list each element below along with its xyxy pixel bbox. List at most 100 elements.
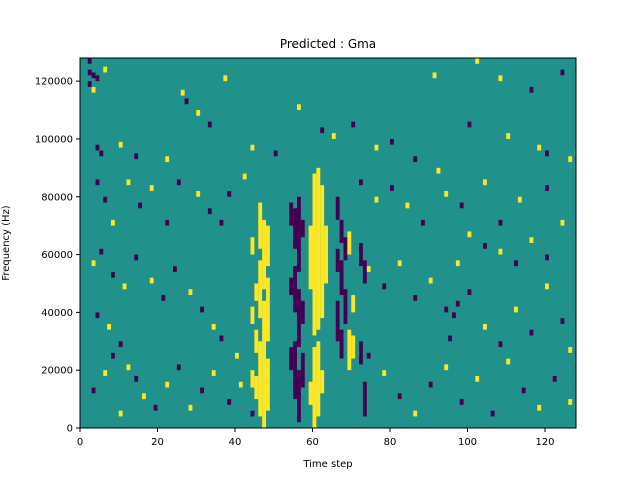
heatmap-cell: [521, 387, 526, 394]
heatmap-column-segment: [289, 347, 294, 371]
heatmap-cell: [219, 219, 224, 226]
heatmap-cell: [142, 393, 146, 400]
heatmap-cell: [529, 86, 534, 93]
heatmap-cell: [390, 138, 394, 145]
heatmap-cell: [250, 410, 255, 417]
heatmap-column-segment: [262, 300, 266, 428]
heatmap-cell: [413, 156, 418, 163]
heatmap-cell: [459, 202, 464, 209]
heatmap-cell: [397, 260, 402, 267]
heatmap-cell: [176, 179, 181, 186]
heatmap-cell: [165, 219, 170, 226]
heatmap-cell: [161, 295, 166, 301]
heatmap-column-segment: [335, 300, 340, 342]
heatmap-cell: [99, 248, 104, 255]
heatmap-column-segment: [362, 260, 367, 284]
heatmap-cell: [165, 381, 170, 388]
x-tick-label: 60: [306, 437, 319, 448]
heatmap-cell: [366, 352, 371, 359]
heatmap-cell: [95, 312, 100, 319]
heatmap-cell: [537, 404, 542, 411]
heatmap-cell: [118, 410, 123, 417]
heatmap-cell: [111, 271, 115, 278]
heatmap-cell: [126, 179, 131, 186]
heatmap-cell: [331, 133, 336, 139]
heatmap-cell: [413, 410, 418, 417]
heatmap-cell: [514, 260, 518, 267]
heatmap-cell: [560, 318, 565, 324]
heatmap-column-segment: [300, 300, 305, 324]
heatmap-cell: [297, 104, 301, 111]
heatmap-cell: [428, 381, 433, 388]
heatmap-cell: [153, 404, 158, 411]
heatmap-cell: [467, 289, 472, 296]
heatmap-column-segment: [335, 248, 340, 272]
x-tick-label: 20: [151, 437, 164, 448]
heatmap-cell: [452, 312, 456, 319]
heatmap-column-segment: [262, 219, 266, 290]
heatmap-column-segment: [316, 167, 321, 330]
heatmap-cell: [173, 266, 177, 272]
heatmap-column-segment: [297, 370, 301, 423]
heatmap-cell: [545, 254, 549, 261]
heatmap-cell: [138, 202, 142, 209]
heatmap-cell: [545, 185, 549, 191]
heatmap-cell: [126, 364, 131, 371]
heatmap-column-segment: [351, 295, 356, 313]
heatmap-cell: [91, 86, 96, 93]
heatmap-column-segment: [320, 185, 325, 319]
chart-title: Predicted : Gma: [280, 37, 376, 51]
heatmap-cell: [196, 190, 201, 197]
heatmap-cell: [111, 352, 115, 359]
heatmap-cell: [455, 300, 460, 307]
heatmap-cell: [223, 75, 228, 82]
heatmap-cell: [390, 185, 394, 191]
heatmap-cell: [200, 387, 204, 394]
heatmap-cell: [95, 75, 100, 82]
heatmap-cell: [180, 89, 185, 96]
heatmap-cell: [436, 167, 441, 174]
heatmap-column-segment: [250, 370, 255, 388]
heatmap-column-segment: [320, 370, 325, 394]
heatmap-column-segment: [339, 219, 344, 243]
heatmap-cell: [498, 248, 503, 255]
heatmap-cell: [188, 404, 193, 411]
heatmap-cell: [219, 335, 224, 342]
heatmap-cell: [552, 375, 557, 382]
heatmap-cell: [382, 283, 387, 290]
heatmap-column-segment: [266, 358, 270, 411]
y-tick-label: 120000: [35, 77, 73, 88]
heatmap-cell: [517, 196, 522, 203]
heatmap-column-segment: [308, 381, 313, 405]
x-tick-label: 100: [458, 437, 477, 448]
heatmap-cell: [207, 121, 212, 128]
heatmap-cell: [122, 283, 127, 290]
heatmap-cell: [211, 370, 216, 376]
heatmap-cell: [103, 196, 108, 203]
heatmap-column-segment: [289, 202, 294, 226]
y-tick-label: 100000: [35, 134, 73, 145]
x-tick-label: 80: [384, 437, 397, 448]
heatmap-cell: [490, 410, 495, 417]
heatmap-column-segment: [254, 375, 259, 400]
heatmap-column-segment: [343, 289, 348, 324]
heatmap-cell: [184, 98, 189, 105]
heatmap-plot: [80, 58, 576, 428]
heatmap-cell: [134, 375, 139, 382]
heatmap-column-segment: [343, 237, 348, 261]
heatmap-cell: [91, 387, 96, 394]
heatmap-cell: [514, 306, 518, 313]
heatmap-cell: [467, 121, 472, 128]
heatmap-cell: [111, 219, 115, 226]
heatmap-cell: [366, 266, 371, 272]
heatmap-cell: [529, 237, 534, 243]
heatmap-cell: [560, 69, 565, 76]
y-axis-label: Frequency (Hz): [1, 205, 12, 281]
heatmap-cell: [91, 72, 96, 79]
heatmap-cell: [250, 144, 255, 151]
heatmap-cell: [444, 364, 449, 371]
heatmap-cell: [475, 58, 480, 64]
x-axis-label: Time step: [302, 459, 352, 470]
y-tick-label: 0: [67, 424, 73, 435]
heatmap-cell: [498, 341, 503, 348]
